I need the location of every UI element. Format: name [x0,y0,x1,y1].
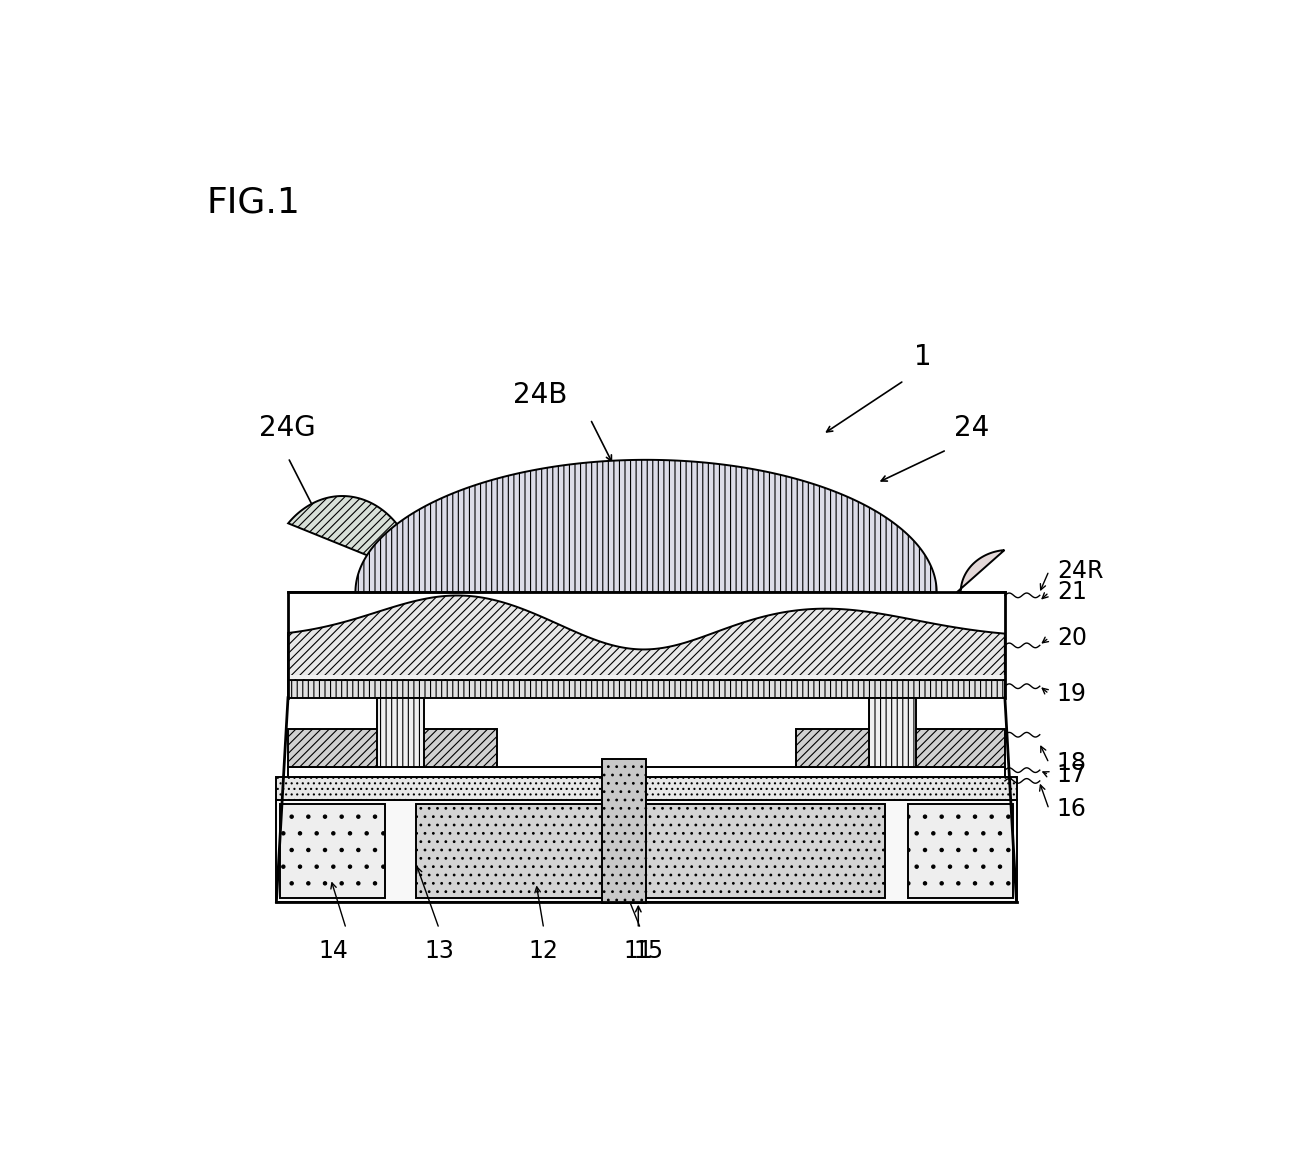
Text: 20: 20 [1056,625,1086,650]
Text: 21: 21 [1056,580,1086,604]
Bar [795,728,1005,767]
Polygon shape [356,459,937,593]
Bar [289,767,1005,777]
Text: 19: 19 [1056,682,1086,706]
Text: 24: 24 [955,414,989,442]
Polygon shape [289,595,1005,680]
Polygon shape [956,551,1005,593]
Bar [281,804,384,898]
Text: 11: 11 [623,939,653,963]
Bar [289,728,497,767]
Text: 24R: 24R [1056,559,1103,582]
Bar [277,800,1017,901]
Text: 17: 17 [1056,762,1086,787]
Bar [870,698,916,767]
Text: 18: 18 [1056,752,1086,775]
Text: 24B: 24B [513,381,567,409]
Text: FIG.1: FIG.1 [206,186,300,220]
Text: 16: 16 [1056,797,1086,822]
Text: 13: 13 [424,939,454,963]
Text: 1: 1 [914,343,932,371]
Bar [277,777,1017,800]
Bar [416,804,884,898]
Text: 14: 14 [318,939,348,963]
Text: 15: 15 [634,939,664,963]
Text: 12: 12 [529,939,559,963]
Bar [289,676,1005,679]
Bar [289,680,1005,698]
Polygon shape [289,496,458,593]
Bar [908,804,1013,898]
Bar [377,698,424,767]
Text: 24G: 24G [258,414,315,442]
Bar [602,760,646,904]
